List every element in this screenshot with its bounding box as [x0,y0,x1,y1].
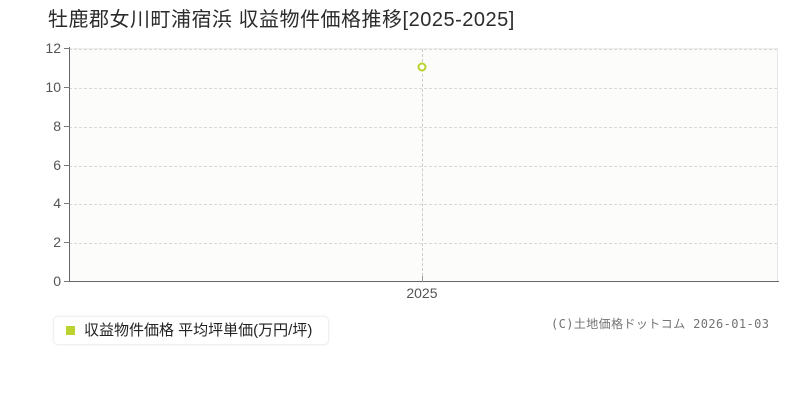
gridline-horizontal [69,204,777,206]
y-axis-tick-label: 2 [53,234,61,251]
gridline-horizontal [69,87,777,89]
y-axis-tick-mark [64,86,70,88]
data-point-marker[interactable] [417,62,427,72]
y-axis-tick-mark [64,125,70,127]
legend-swatch-icon [66,326,75,335]
y-axis-tick-label: 8 [53,117,61,134]
y-axis-tick-mark [64,48,70,49]
chart-title: 牡鹿郡女川町浦宿浜 収益物件価格推移[2025-2025] [48,9,515,31]
x-axis-tick-label: 2025 [406,285,438,301]
x-axis-line [69,281,779,282]
gridline-vertical [421,49,423,281]
copyright-notice: (C)土地価格ドットコム 2026-01-03 [551,317,770,331]
y-axis-tick-mark [64,203,70,205]
gridline-horizontal [69,243,777,245]
y-axis-tick-label: 12 [45,40,61,56]
y-axis-tick-label: 0 [53,273,61,289]
gridline-horizontal [69,165,777,167]
y-axis-tick-mark [64,242,70,244]
gridline-horizontal [69,49,777,50]
legend[interactable]: 収益物件価格 平均坪単価(万円/坪) [53,316,330,345]
x-axis-tick-mark [421,276,423,282]
y-axis-tick-mark [64,164,70,166]
y-axis-tick-label: 6 [53,156,61,173]
gridline-horizontal [69,126,777,128]
plot-area [69,48,778,281]
y-axis-tick-label: 10 [45,78,61,95]
y-axis-tick-label: 4 [53,195,61,212]
y-axis-tick-mark [64,281,70,282]
legend-label: 収益物件価格 平均坪単価(万円/坪) [84,322,313,339]
